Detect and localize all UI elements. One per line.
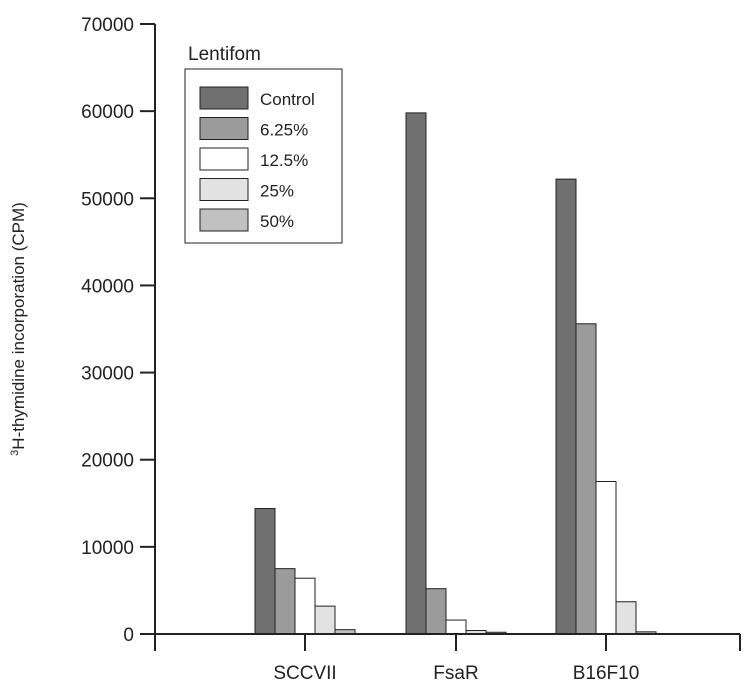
y-axis-label-text: H-thymidine incorporation (CPM) <box>9 202 28 450</box>
y-tick-label: 40000 <box>81 276 134 297</box>
y-axis-label: 3H-thymidine incorporation (CPM) <box>9 202 28 456</box>
bar-b16f10-0 <box>555 178 577 635</box>
x-ticks-group: SCCVII FsaR B16F10 <box>154 634 741 684</box>
bar-sccvii-0 <box>254 508 276 635</box>
legend-title: Lentifom <box>188 44 261 65</box>
bars-group <box>254 112 657 635</box>
y-tick-label: 60000 <box>81 102 134 123</box>
y-tick-label: 20000 <box>81 451 134 472</box>
y-ticks-group: 0 10000 20000 30000 40000 50000 60000 70000 <box>81 15 155 646</box>
legend-swatch <box>199 208 249 232</box>
legend-swatch <box>199 86 249 110</box>
bar-sccvii-1 <box>274 568 296 635</box>
legend-swatch <box>199 178 249 201</box>
legend-label: 12.5% <box>260 151 308 170</box>
x-tick-label: SCCVII <box>273 663 336 684</box>
x-tick-label: B16F10 <box>573 663 640 684</box>
legend-swatch <box>199 117 249 140</box>
legend-swatch <box>199 147 249 171</box>
legend-label: 25% <box>260 182 294 201</box>
legend-label: Control <box>260 90 315 109</box>
y-tick-label: 50000 <box>81 189 134 210</box>
legend-box <box>184 68 343 244</box>
y-tick-label: 10000 <box>81 538 134 559</box>
y-tick-label: 0 <box>123 625 134 646</box>
legend: Lentifom Control 6.25% 12.5% 25% 50% <box>184 44 343 244</box>
y-tick-label: 70000 <box>81 15 134 36</box>
bar-b16f10-3 <box>615 601 637 635</box>
y-tick-label: 30000 <box>81 364 134 385</box>
bar-fsar-1 <box>425 588 447 635</box>
legend-label: 6.25% <box>260 121 308 140</box>
x-tick-label: FsaR <box>433 663 478 684</box>
bar-sccvii-3 <box>314 605 336 635</box>
bar-fsar-2 <box>445 619 467 635</box>
bar-sccvii-2 <box>294 577 316 635</box>
y-axis-label-superscript: 3 <box>9 450 21 456</box>
bar-b16f10-2 <box>595 481 617 635</box>
legend-label: 50% <box>260 212 294 231</box>
bar-fsar-0 <box>405 112 427 635</box>
bar-b16f10-1 <box>575 323 597 635</box>
